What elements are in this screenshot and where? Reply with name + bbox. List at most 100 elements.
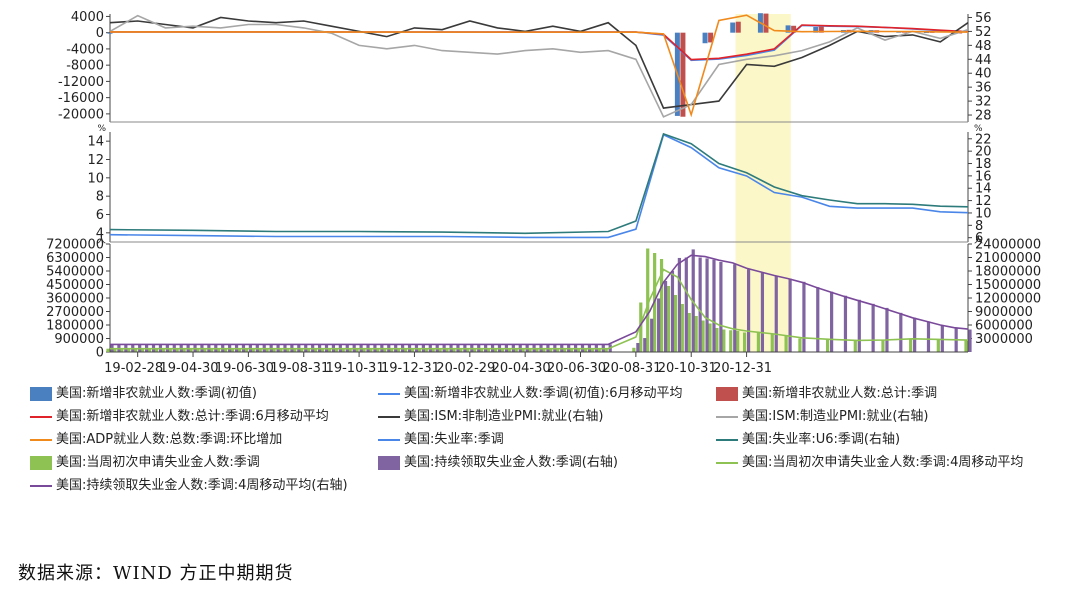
right-tick-label: 44 xyxy=(975,53,992,68)
bar xyxy=(535,348,539,352)
bar xyxy=(705,258,709,352)
right-tick-label: 24000000 xyxy=(975,238,1041,253)
x-tick-label: 19-02-28 xyxy=(104,361,163,376)
right-tick-label: 16 xyxy=(975,169,992,184)
left-tick-label: 4500000 xyxy=(46,278,104,293)
legend-label: 美国:持续领取失业金人数:季调(右轴) xyxy=(404,455,618,470)
left-unit-label: % xyxy=(97,124,106,134)
bar xyxy=(853,340,857,352)
bar xyxy=(106,348,110,352)
bar xyxy=(237,348,242,352)
x-tick-label: 19-12-31 xyxy=(381,361,440,376)
legend-label: 美国:新增非农就业人数:季调(初值):6月移动平均 xyxy=(404,386,683,401)
right-unit-label: 人 xyxy=(974,235,983,246)
bar xyxy=(913,317,917,352)
right-tick-label: 48 xyxy=(975,39,992,54)
legend-swatch xyxy=(716,461,738,464)
bar xyxy=(127,348,131,352)
legend-label: 美国:新增非农就业人数:总计:季调:6月移动平均 xyxy=(56,409,329,424)
line-series-middle-1 xyxy=(109,132,969,235)
left-tick-label: 7200000 xyxy=(46,238,104,253)
bar xyxy=(885,307,889,352)
bar xyxy=(161,348,165,352)
bar xyxy=(691,249,695,352)
legend-swatch xyxy=(378,392,400,395)
bar xyxy=(293,348,297,352)
legend-item: 美国:当周初次申请失业金人数:季调 xyxy=(30,453,260,473)
right-tick-label: 12000000 xyxy=(975,292,1041,307)
bar xyxy=(473,348,477,352)
bar xyxy=(327,348,332,352)
bar xyxy=(735,21,741,33)
legend-label: 美国:ADP就业人数:总数:季调:环比增加 xyxy=(56,432,283,447)
bar xyxy=(307,348,311,352)
bar xyxy=(203,348,207,352)
legend-item: 美国:持续领取失业金人数:季调:4周移动平均(右轴) xyxy=(30,476,348,496)
bar xyxy=(272,348,276,352)
line-series-top-4 xyxy=(109,14,969,118)
bar xyxy=(486,348,491,352)
bar xyxy=(818,26,824,33)
bar xyxy=(230,348,235,352)
bar xyxy=(813,26,819,33)
bar xyxy=(708,323,712,352)
legend-label: 美国:当周初次申请失业金人数:季调 xyxy=(56,455,260,470)
bar xyxy=(528,348,532,352)
bar xyxy=(798,338,802,352)
left-tick-label: 5400000 xyxy=(46,265,104,280)
bar xyxy=(881,340,885,352)
bar xyxy=(258,348,262,352)
bar xyxy=(134,348,138,352)
legend-swatch xyxy=(716,438,738,441)
right-tick-label: 6000000 xyxy=(975,319,1033,334)
left-tick-label: 12 xyxy=(87,153,104,168)
legend-swatch xyxy=(378,438,400,441)
right-tick-label: 18 xyxy=(975,157,992,172)
bar xyxy=(830,291,834,352)
left-tick-label: -16000 xyxy=(58,91,104,106)
bar-series-bottom-1 xyxy=(110,249,972,352)
bar xyxy=(445,348,449,352)
bar xyxy=(431,348,435,352)
bar xyxy=(968,329,972,352)
bar xyxy=(355,348,359,352)
source-note: 数据来源：WIND 方正中期期货 xyxy=(18,563,294,584)
bar xyxy=(708,32,714,43)
x-tick-label: 20-06-30 xyxy=(547,361,606,376)
bar xyxy=(438,348,442,352)
bar xyxy=(341,348,345,352)
bar xyxy=(120,348,124,352)
bar xyxy=(424,348,428,352)
left-tick-label: -12000 xyxy=(58,75,104,90)
legend-item: 美国:新增非农就业人数:季调(初值):6月移动平均 xyxy=(378,384,683,404)
bar xyxy=(715,328,719,352)
legend-swatch xyxy=(30,415,52,418)
bar xyxy=(816,287,820,352)
bar xyxy=(320,348,325,352)
bar xyxy=(563,348,567,352)
bar xyxy=(107,32,113,34)
right-tick-label: 15000000 xyxy=(975,278,1041,293)
bar xyxy=(182,348,186,352)
bar xyxy=(390,348,394,352)
line-series-middle-0 xyxy=(109,133,969,239)
bar xyxy=(286,348,290,352)
bar xyxy=(397,348,401,352)
left-tick-label: 4000 xyxy=(71,10,104,25)
bar xyxy=(549,348,553,352)
right-tick-label: 40 xyxy=(975,67,992,82)
right-tick-label: 21000000 xyxy=(975,251,1041,266)
bar xyxy=(113,348,117,352)
legend-item: 美国:失业率:U6:季调(右轴) xyxy=(716,430,900,450)
bar xyxy=(542,348,546,352)
bar xyxy=(657,298,661,352)
bar xyxy=(756,332,761,352)
bar xyxy=(348,348,352,352)
bar xyxy=(210,348,214,352)
bar xyxy=(964,340,968,352)
right-tick-label: 22 xyxy=(975,132,992,147)
bar xyxy=(673,295,677,352)
x-tick-label: 20-08-31 xyxy=(602,361,661,376)
left-tick-label: 10 xyxy=(87,171,104,186)
